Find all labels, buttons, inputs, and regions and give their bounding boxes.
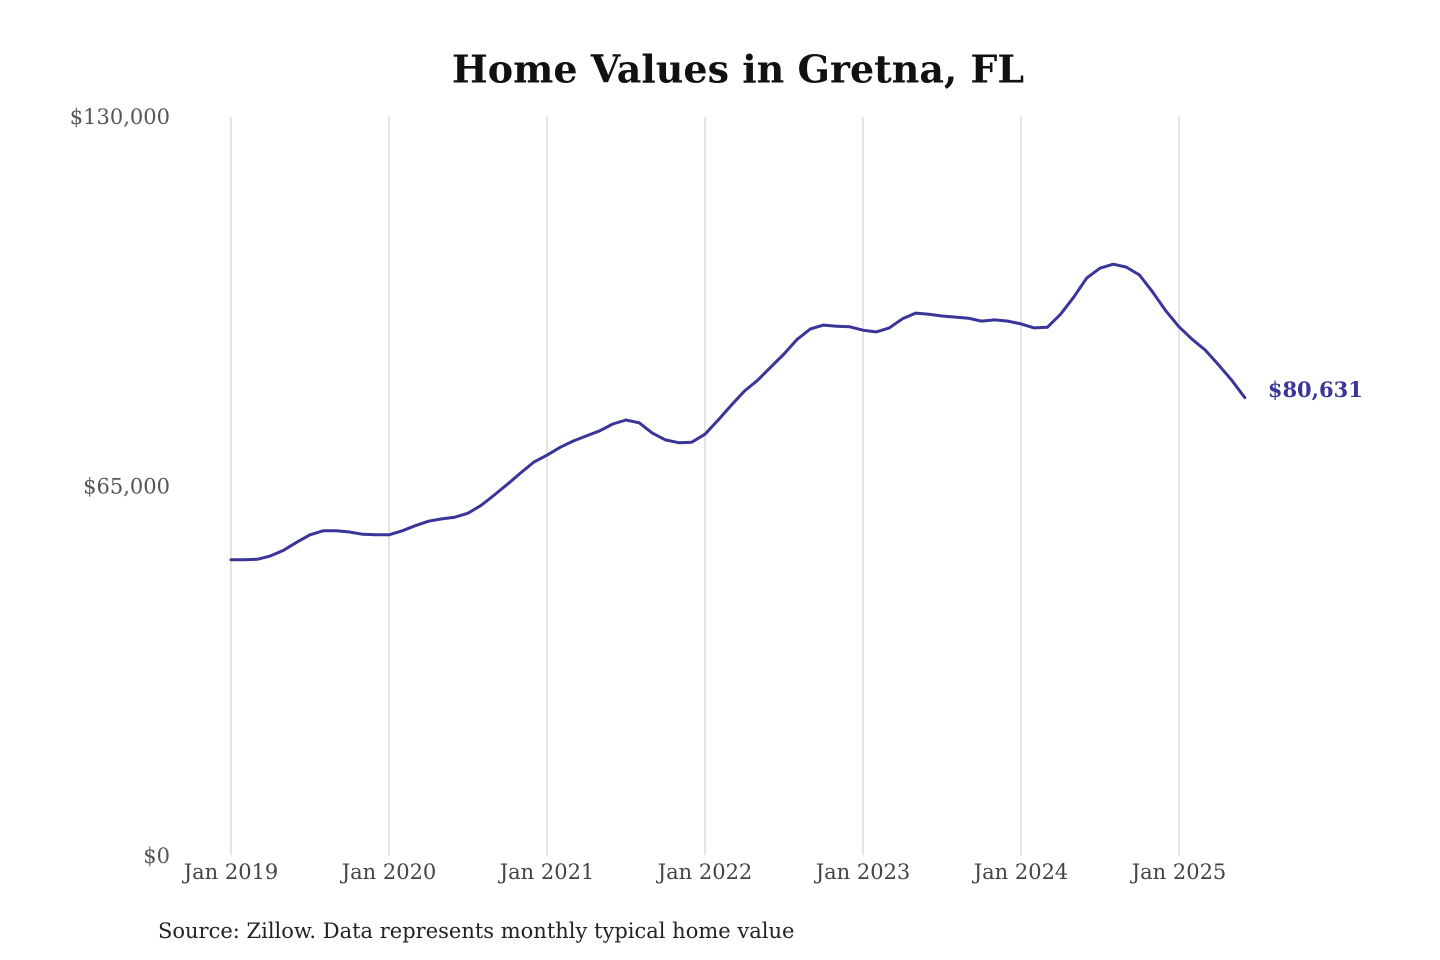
data-point [848,325,852,329]
data-point [822,323,825,327]
data-point [888,326,891,330]
data-point [940,314,944,318]
data-point [308,533,312,537]
data-point [295,540,299,544]
data-point [756,378,759,382]
data-point [809,327,812,331]
data-point [1019,322,1023,326]
data-point [1098,266,1102,270]
data-point [493,493,496,497]
data-point [598,429,601,433]
data-point [795,337,799,341]
data-point [427,519,430,523]
data-point [361,532,364,536]
data-point [967,316,970,320]
data-point [1151,290,1154,294]
data-point [229,558,233,562]
data-point [506,482,509,486]
data-point [874,330,878,334]
data-point [953,315,957,319]
data-point [282,548,285,552]
data-point [440,517,443,521]
data-point [1204,348,1207,352]
data-point [242,558,246,562]
data-point [901,317,904,321]
data-point [769,365,773,369]
data-point [269,554,272,558]
data-point [743,389,746,393]
grid-layer [230,117,1180,855]
chart-title: Home Values in Gretna, FL [452,47,1024,92]
data-point [585,434,588,438]
data-point [1085,276,1089,280]
data-point [1243,396,1247,399]
data-point [1006,319,1010,323]
x-tick-label: Jan 2024 [972,860,1069,884]
data-point [256,557,259,561]
data-point [532,460,536,464]
data-point [479,503,483,507]
data-point [637,421,641,425]
data-point [1138,273,1141,277]
data-point [1190,337,1194,341]
data-point [519,471,522,475]
x-axis: Jan 2019 Jan 2020 Jan 2021 Jan 2022 Jan 2023… [182,860,1227,884]
data-point [861,328,865,332]
data-point [651,431,654,435]
data-point [387,533,391,537]
data-point [321,529,325,533]
data-point [1046,326,1049,329]
data-point [1059,312,1062,316]
data-point [1164,309,1168,313]
x-tick-label: Jan 2023 [814,860,911,884]
data-point [466,511,470,515]
data-point [374,533,378,537]
series-line [229,262,1247,562]
data-point [611,422,615,426]
data-point [1111,262,1115,266]
data-point [690,440,694,444]
data-point [400,529,404,533]
y-tick-label: $0 [143,844,170,868]
data-point [453,515,457,519]
data-point [1177,325,1181,329]
data-point [348,530,351,534]
x-tick-label: Jan 2025 [1130,860,1227,884]
data-point [914,311,917,315]
x-tick-label: Jan 2022 [656,860,753,884]
source-note: Source: Zillow. Data represents monthly … [158,919,794,943]
data-point [730,403,733,407]
data-point [1072,295,1075,299]
data-point [782,352,786,356]
x-tick-label: Jan 2020 [340,860,437,884]
data-point [335,529,338,533]
data-point [624,418,628,422]
y-tick-label: $130,000 [70,105,170,129]
data-point [572,439,575,443]
data-point [980,319,983,323]
data-point [545,453,549,457]
data-point [664,438,667,442]
data-point [1230,378,1233,382]
data-point [1217,363,1220,367]
data-point [835,324,838,328]
data-point [1125,265,1128,269]
data-point [716,418,720,422]
x-tick-label: Jan 2021 [498,860,595,884]
data-point [927,312,931,316]
data-point [414,524,417,528]
x-tick-label: Jan 2019 [182,860,279,884]
end-value-label: $80,631 [1268,377,1363,402]
series-layer: $80,631 [229,262,1363,562]
y-tick-label: $65,000 [83,475,170,499]
data-point [1032,326,1036,330]
data-point [677,441,680,445]
y-axis: $130,000 $65,000 $0 [70,105,170,868]
data-point [703,432,707,436]
data-point [993,318,996,322]
data-point [558,445,562,449]
